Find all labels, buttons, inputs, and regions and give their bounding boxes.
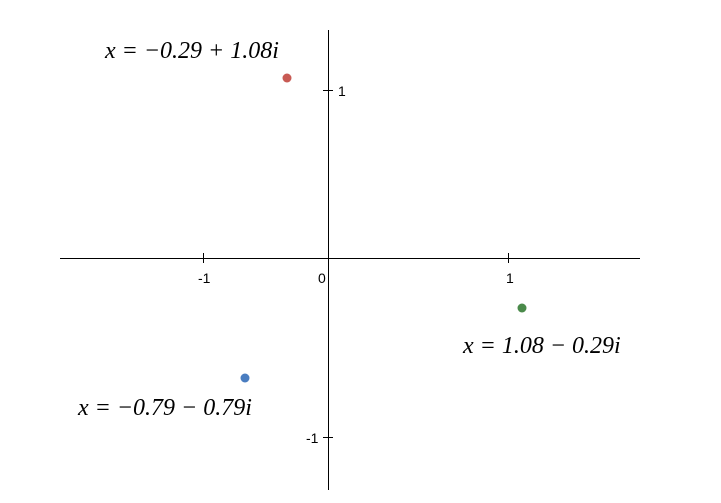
point-blue — [241, 374, 250, 383]
x-tick-label: 0 — [318, 270, 326, 286]
point-red — [283, 74, 292, 83]
x-axis — [60, 258, 640, 259]
x-tick-label: 1 — [506, 270, 514, 286]
y-tick — [323, 437, 333, 438]
x-tick-label: -1 — [198, 270, 210, 286]
point-green — [518, 304, 527, 313]
y-axis — [328, 30, 329, 490]
point-label-blue: x = −0.79 − 0.79i — [78, 395, 252, 422]
y-tick-label: -1 — [306, 430, 318, 446]
y-tick-label: 1 — [338, 83, 346, 99]
point-label-red: x = −0.29 + 1.08i — [105, 38, 279, 65]
x-tick — [203, 253, 204, 263]
point-label-green: x = 1.08 − 0.29i — [463, 333, 621, 360]
x-tick — [508, 253, 509, 263]
y-tick — [323, 90, 333, 91]
complex-plane-chart: -1 0 1 1 -1 x = −0.29 + 1.08i x = 1.08 − 0.29i… — [0, 0, 721, 503]
